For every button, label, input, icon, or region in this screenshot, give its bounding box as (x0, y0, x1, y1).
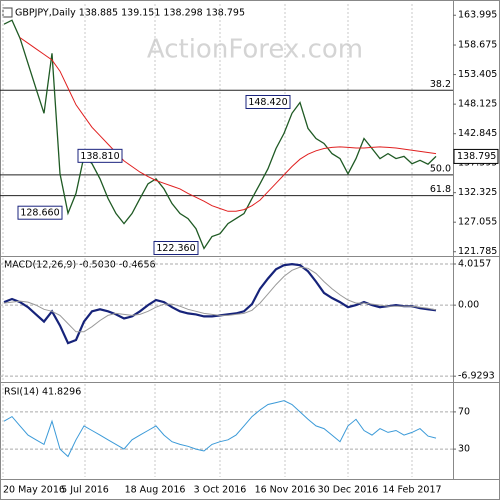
y-tick-label: 0.00 (458, 300, 479, 311)
x-tick-label: 14 Feb 2017 (382, 485, 441, 496)
menu-icon (2, 7, 13, 18)
y-tick-label: 132.325 (458, 187, 497, 198)
level-label: 61.8 (430, 184, 451, 195)
x-tick-label: 5 Jul 2016 (61, 485, 109, 496)
y-tick-label: 70 (458, 406, 470, 417)
x-tick-label: 30 Dec 2016 (318, 485, 379, 496)
panel-title: RSI(14) 41.8296 (4, 387, 81, 398)
y-tick-label: 158.675 (458, 40, 497, 51)
y-tick-label: 142.845 (458, 128, 497, 139)
annotation-label: 128.660 (20, 208, 59, 219)
series-line (3, 266, 437, 333)
chart-title: GBPJPY,Daily 138.885 139.151 138.298 138… (15, 8, 245, 19)
x-tick-label: 18 Aug 2016 (125, 485, 186, 496)
annotation-box (17, 205, 63, 220)
last-price-label: 138.795 (457, 151, 496, 162)
y-tick-label: 148.125 (458, 99, 497, 110)
y-tick-label: -6.9293 (458, 371, 495, 382)
annotation-label: 122.360 (156, 243, 195, 254)
panel-title: MACD(12,26,9) -0.5030 -0.4656 (4, 260, 156, 271)
last-price-box (453, 148, 499, 164)
y-tick-label: 121.785 (458, 246, 497, 257)
annotation-box (153, 241, 199, 256)
x-tick-label: 3 Oct 2016 (194, 485, 247, 496)
series-line (3, 19, 437, 250)
annotation-box (77, 148, 123, 163)
x-tick-label: 20 May 2016 (3, 485, 65, 496)
series-line (3, 400, 437, 458)
level-label: 50.0 (430, 163, 451, 174)
x-tick-label: 16 Nov 2016 (255, 485, 316, 496)
level-label: 38.2 (430, 79, 451, 90)
annotation-label: 148.420 (248, 97, 287, 108)
watermark: ActionForex.com (147, 35, 363, 65)
y-tick-label: 4.0157 (458, 258, 491, 269)
y-tick-label: 163.995 (458, 10, 497, 21)
y-tick-label: 153.405 (458, 69, 497, 80)
series-line (19, 37, 437, 212)
annotation-box (245, 94, 291, 109)
y-tick-label: 127.055 (458, 217, 497, 228)
annotation-label: 138.810 (80, 151, 119, 162)
y-tick-label: 30 (458, 444, 470, 455)
